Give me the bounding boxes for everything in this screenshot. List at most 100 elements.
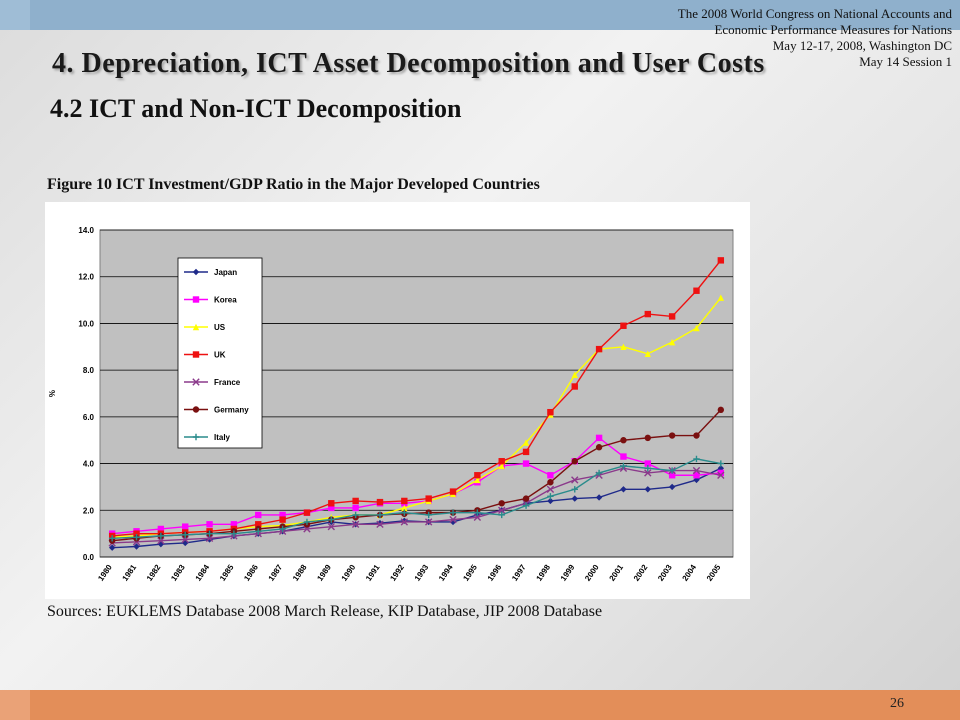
data-point-korea (230, 521, 238, 528)
data-point-italy (157, 532, 165, 540)
data-point-uk (328, 500, 335, 507)
data-point-korea (693, 472, 700, 479)
data-point-germany (668, 432, 676, 439)
series-line-italy (112, 458, 721, 540)
x-tick-label: 1984 (194, 563, 212, 583)
legend-marker (192, 323, 200, 331)
data-point-uk (449, 488, 457, 495)
data-point-germany (498, 500, 505, 507)
x-tick-label: 1985 (218, 563, 236, 583)
data-point-germany (717, 406, 725, 414)
x-tick-label: 1996 (486, 563, 504, 583)
legend-item-uk: UK (184, 351, 226, 360)
data-point-germany (693, 432, 700, 439)
data-point-germany (595, 444, 603, 451)
data-point-italy (401, 509, 408, 516)
slide-title: 4. Depreciation, ICT Asset Decomposition… (52, 48, 765, 79)
data-point-france (181, 535, 189, 544)
data-point-uk (595, 345, 603, 353)
data-point-japan (133, 543, 140, 550)
data-point-italy (303, 518, 311, 526)
data-point-uk (376, 498, 384, 506)
conference-note-line: May 12-17, 2008, Washington DC (772, 38, 952, 53)
data-point-italy (425, 511, 432, 519)
series-line-korea (112, 436, 721, 535)
legend-marker (192, 351, 200, 358)
y-tick-label: 4.0 (83, 460, 95, 469)
bottom-band-accent (0, 690, 30, 720)
conference-note-line: The 2008 World Congress on National Acco… (677, 6, 952, 21)
data-point-korea (328, 504, 335, 512)
top-band (0, 0, 960, 30)
data-point-uk (547, 408, 554, 416)
legend-item-france: France (184, 378, 241, 387)
data-point-france (376, 520, 384, 528)
data-point-uk (303, 509, 311, 516)
data-point-france (692, 466, 701, 475)
bottom-band: 26 (0, 690, 960, 720)
data-point-uk (522, 448, 530, 456)
data-point-germany (547, 479, 554, 486)
data-point-uk (644, 310, 651, 318)
data-point-korea (157, 525, 165, 533)
data-point-uk (693, 287, 700, 294)
x-tick-label: 1989 (315, 563, 333, 583)
ict-investment-line-chart: 0.0 2.0 4.0 6.0 8.0 10.0 12.0 14.0% 1980 1981 1982… (48, 226, 734, 583)
data-point-italy (279, 525, 286, 533)
data-point-japan (571, 495, 578, 502)
legend-marker (192, 433, 200, 441)
data-point-france (205, 534, 214, 543)
data-point-korea (595, 434, 603, 442)
y-tick-label: 10.0 (78, 319, 94, 328)
top-band-accent (0, 0, 30, 30)
x-tick-label: 1994 (437, 563, 455, 583)
data-point-italy (693, 455, 700, 463)
data-point-uk (133, 530, 140, 537)
data-point-france (473, 513, 482, 521)
legend-item-japan: Japan (184, 268, 237, 277)
x-tick-label: 1998 (534, 563, 552, 583)
legend-item-korea: Korea (184, 296, 237, 305)
data-point-france (424, 518, 433, 526)
data-point-italy (668, 467, 676, 474)
data-point-korea (352, 504, 359, 512)
conference-note-line: May 14 Session 1 (859, 54, 952, 69)
data-point-us (498, 462, 505, 470)
data-point-uk (279, 516, 286, 523)
data-point-italy (206, 530, 213, 537)
data-point-us (717, 294, 725, 301)
data-point-us (693, 324, 700, 332)
data-point-france (327, 522, 335, 531)
data-point-japan (644, 486, 651, 493)
legend-label: Germany (214, 406, 249, 415)
data-point-italy (133, 533, 140, 541)
legend-item-us: US (184, 323, 226, 332)
data-point-germany (522, 495, 530, 502)
data-point-italy (717, 460, 725, 467)
y-tick-label: 0.0 (83, 553, 95, 562)
chart-container: 0.0 2.0 4.0 6.0 8.0 10.0 12.0 14.0% 1980 1981 1982… (45, 202, 750, 599)
data-point-uk (255, 521, 262, 528)
data-point-uk (401, 497, 408, 505)
legend-label: UK (214, 351, 226, 360)
data-point-italy (376, 511, 384, 519)
data-point-korea (668, 472, 676, 479)
legend-label: US (214, 323, 226, 332)
data-point-uk (352, 497, 359, 505)
x-tick-label: 2004 (681, 563, 699, 583)
data-point-france (546, 485, 555, 493)
data-point-france (157, 536, 165, 545)
legend-item-italy: Italy (184, 433, 231, 442)
data-point-italy (547, 493, 554, 500)
data-point-italy (522, 502, 530, 509)
data-point-france (571, 476, 579, 484)
conference-note: The 2008 World Congress on National Acco… (622, 6, 952, 70)
data-point-us (401, 504, 408, 512)
data-point-japan (668, 483, 676, 491)
data-point-uk (571, 383, 578, 390)
data-point-korea (717, 469, 725, 477)
y-axis-label: % (48, 390, 57, 397)
series-line-france (112, 467, 721, 544)
x-tick-label: 1988 (291, 563, 309, 583)
data-point-italy (230, 530, 238, 537)
